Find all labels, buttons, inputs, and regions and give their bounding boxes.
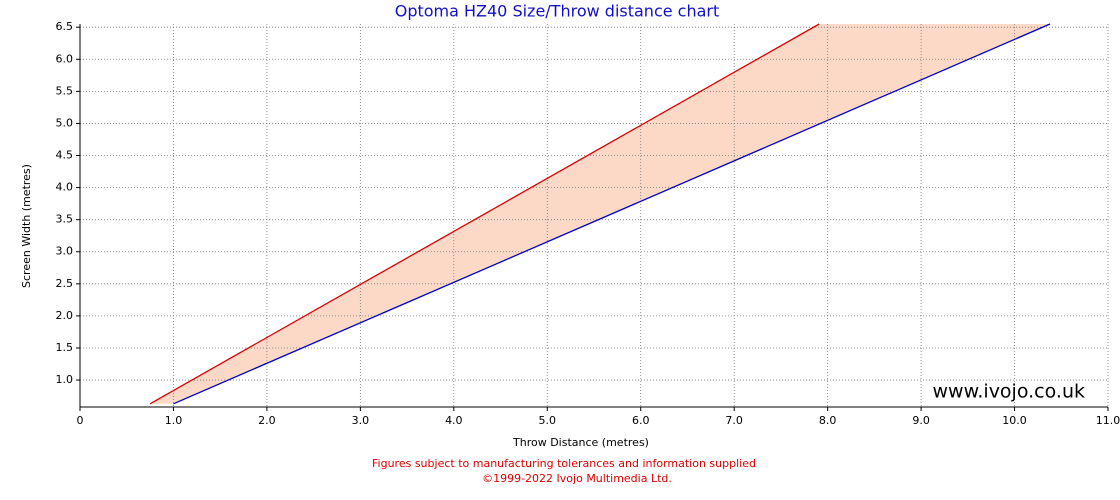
series-line [149,23,820,405]
x-tick-label: 2.0 [258,414,276,427]
y-tick-label: 3.0 [56,245,74,258]
y-tick-label: 3.5 [56,213,74,226]
y-tick-label: 4.0 [56,181,74,194]
y-tick-label: 2.5 [56,277,74,290]
series-line [173,23,1051,405]
x-tick-label: 9.0 [912,414,930,427]
watermark: www.ivojo.co.uk [933,381,1086,403]
x-tick-label: 5.0 [539,414,557,427]
x-tick-label: 6.0 [632,414,650,427]
x-tick-label: 11.0 [1096,414,1120,427]
y-axis-label: Screen Width (metres) [20,164,33,288]
copyright: ©1999-2022 Ivojo Multimedia Ltd. [482,472,672,485]
y-tick-label: 6.0 [56,52,74,65]
x-tick-label: 8.0 [819,414,837,427]
x-tick-label: 0 [77,414,84,427]
y-tick-label: 2.0 [56,309,74,322]
y-tick-label: 4.5 [56,149,74,162]
y-tick-label: 6.5 [56,20,74,33]
x-tick-label: 7.0 [725,414,743,427]
x-tick-label: 3.0 [352,414,370,427]
x-tick-label: 10.0 [1002,414,1027,427]
x-tick-label: 4.0 [445,414,463,427]
y-tick-label: 1.5 [56,341,74,354]
y-tick-label: 5.0 [56,116,74,129]
chart-title: Optoma HZ40 Size/Throw distance chart [395,2,720,21]
x-axis-label: Throw Distance (metres) [512,436,649,449]
footnote: Figures subject to manufacturing toleran… [372,457,756,470]
range-fill [150,24,1051,404]
x-tick-label: 1.0 [165,414,183,427]
y-tick-label: 1.0 [56,373,74,386]
y-tick-label: 5.5 [56,84,74,97]
